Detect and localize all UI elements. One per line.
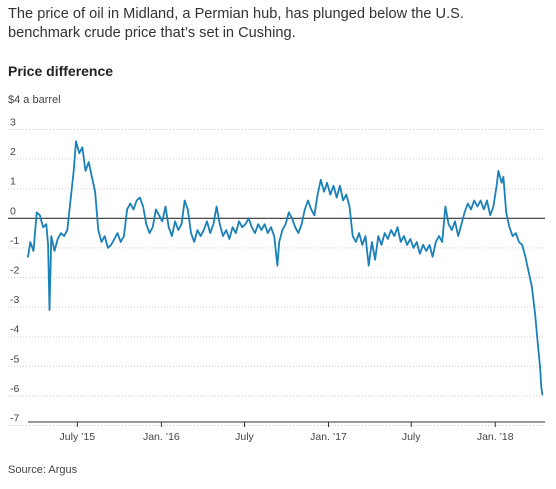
- y-tick-label: -5: [10, 353, 19, 365]
- y-tick-label: -7: [10, 413, 19, 425]
- y-tick-label: -3: [10, 294, 19, 306]
- y-axis-unit-label: $4 a barrel: [8, 94, 61, 106]
- chart-dek: The price of oil in Midland, a Permian h…: [8, 6, 464, 41]
- price-difference-line: [27, 140, 544, 396]
- x-tick-label: July: [402, 431, 421, 443]
- x-tick-label: July ’15: [60, 431, 96, 443]
- y-tick-label: 3: [10, 117, 16, 129]
- y-tick-label: 0: [10, 205, 16, 217]
- source-note: Source: Argus: [8, 464, 78, 476]
- y-axis-ticks: 3 2 1 0 -1 -2 -3 -4 -5 -6 -7: [10, 117, 19, 425]
- x-tick-label: July: [235, 431, 254, 443]
- x-tick-label: Jan. ’17: [310, 431, 347, 443]
- chart-title: Price difference: [8, 63, 114, 79]
- x-tick-label: Jan. ’16: [143, 431, 180, 443]
- series-layer: [27, 140, 544, 396]
- y-tick-label: -4: [10, 324, 19, 336]
- y-tick-label: 1: [10, 176, 16, 188]
- x-axis-ticks: July ’15 Jan. ’16 July Jan. ’17 July Jan. ’18: [28, 421, 545, 443]
- x-tick-label: Jan. ’18: [477, 431, 514, 443]
- y-tick-label: -6: [10, 383, 19, 395]
- y-tick-label: 2: [10, 146, 16, 158]
- y-tick-label: -1: [10, 235, 19, 247]
- y-tick-label: -2: [10, 265, 19, 277]
- grid-layer: [8, 129, 545, 426]
